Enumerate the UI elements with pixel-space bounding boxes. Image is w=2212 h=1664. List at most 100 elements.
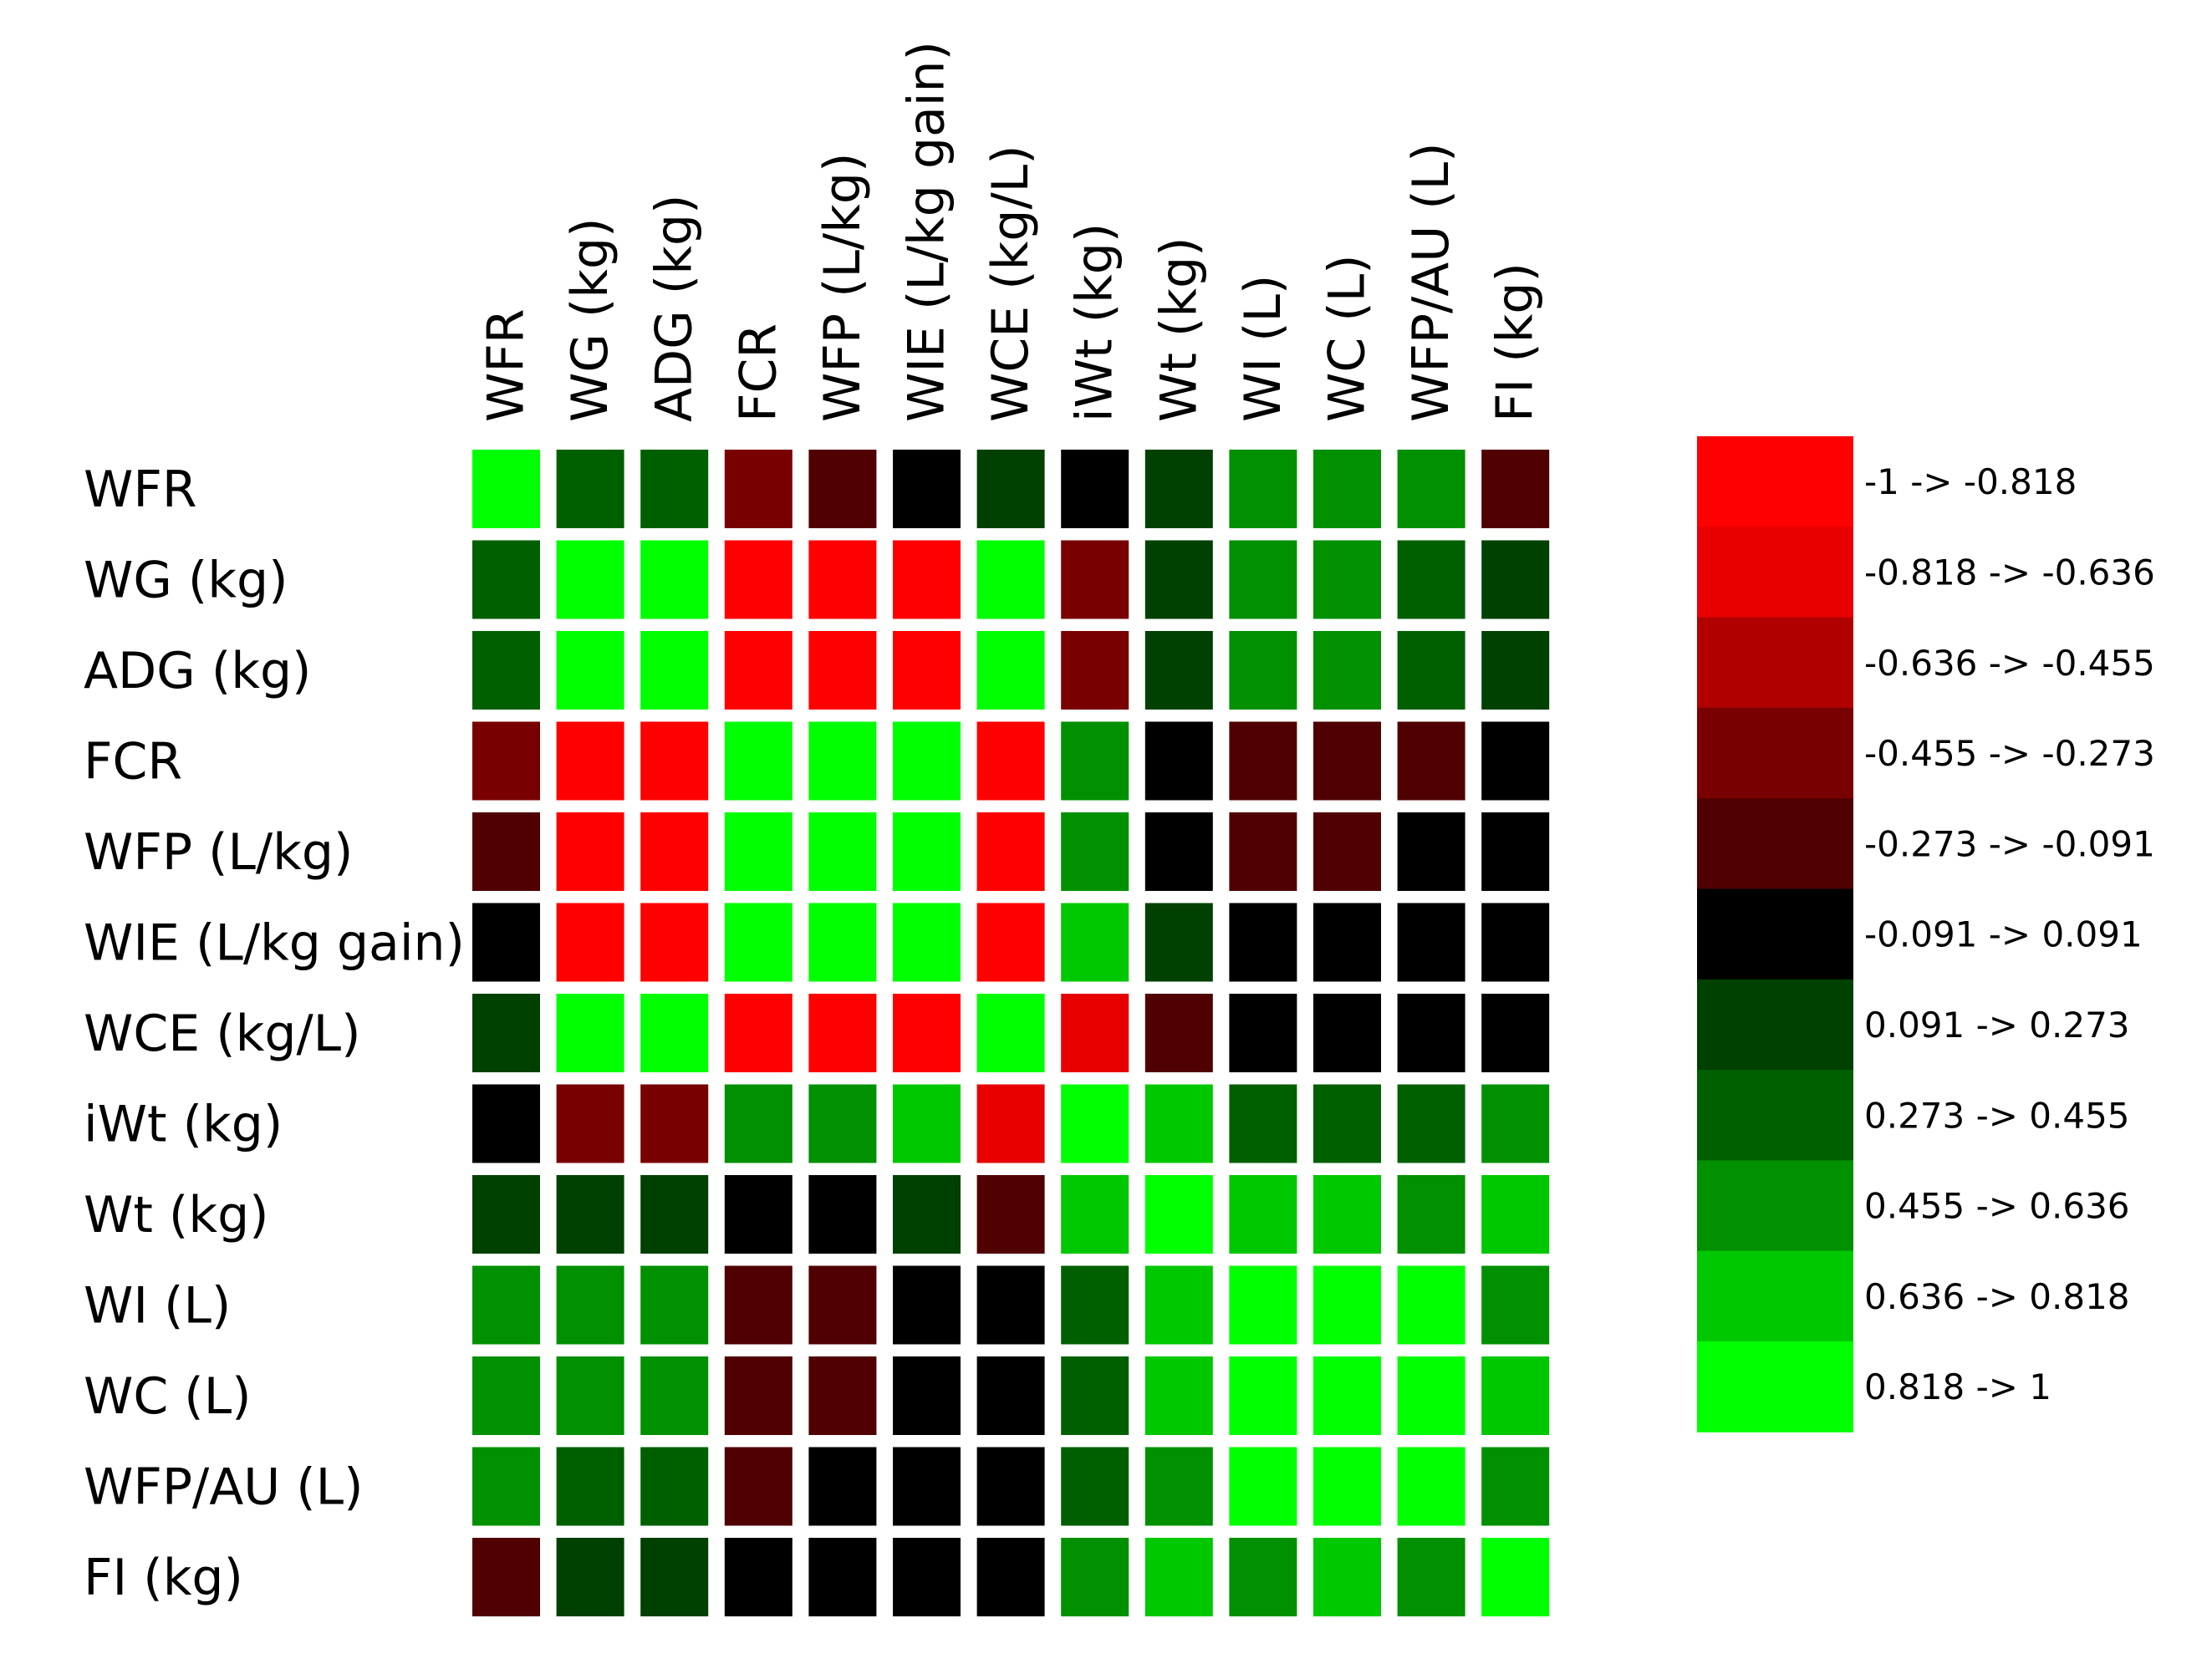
heatmap-cell [1144,903,1213,982]
column-label: WC (L) [1318,254,1377,422]
heatmap-cell [724,540,793,619]
heatmap-cell [1397,1265,1465,1345]
heatmap-cell [1397,903,1465,982]
heatmap-cell [976,450,1045,528]
legend-swatch [1697,617,1853,709]
heatmap-cell [1397,1356,1465,1435]
heatmap-cell [640,1084,709,1163]
heatmap-cell [893,903,961,982]
heatmap-cell [808,540,877,619]
heatmap-cell [556,450,624,528]
heatmap-cell [808,994,877,1072]
heatmap-cell [1229,1175,1297,1254]
heatmap-cell [1397,450,1465,528]
heatmap-cell [808,903,877,982]
heatmap-cell [808,721,877,801]
heatmap-cell [472,721,540,801]
heatmap-cell [556,1175,624,1254]
column-label: FCR [729,323,787,422]
heatmap-cell [976,1356,1045,1435]
heatmap-cell [1229,812,1297,891]
column-label: FI (kg) [1486,262,1545,422]
heatmap-cell [1061,1265,1129,1345]
heatmap-cell [640,1265,709,1345]
heatmap-cell [976,721,1045,801]
heatmap-cell [1229,1356,1297,1435]
heatmap-cell [808,1447,877,1526]
heatmap-cell [976,812,1045,891]
legend-label: -0.818 -> -0.636 [1864,552,2155,593]
heatmap-cell [640,450,709,528]
heatmap-cell [472,631,540,710]
column-label: Wt (kg) [1149,237,1208,422]
heatmap-cell [1481,721,1550,801]
heatmap-cell [640,1175,709,1254]
heatmap-cells [472,450,1550,1616]
heatmap-cell [1144,812,1213,891]
heatmap-cell [1397,721,1465,801]
row-label: WIE (L/kg gain) [84,914,465,973]
heatmap-cell [1229,631,1297,710]
heatmap-cell [556,1447,624,1526]
heatmap-cell [893,1084,961,1163]
heatmap-cell [724,903,793,982]
heatmap-cell [1397,1084,1465,1163]
row-label: iWt (kg) [84,1096,283,1154]
row-label: WCE (kg/L) [84,1005,361,1063]
heatmap-cell [1144,631,1213,710]
heatmap-cell [1481,1447,1550,1526]
heatmap-cell [1144,1175,1213,1254]
heatmap-cell [472,1447,540,1526]
row-label: ADG (kg) [84,642,311,700]
heatmap-cell [1397,540,1465,619]
color-legend: -1 -> -0.818 -0.818 -> -0.636 -0.636 -> -0… [1697,436,2155,1432]
heatmap-cell [1481,1265,1550,1345]
heatmap-cell [1229,903,1297,982]
heatmap-cell [556,1538,624,1616]
heatmap-cell [1144,721,1213,801]
heatmap-cell [976,994,1045,1072]
heatmap-cell [1313,721,1381,801]
heatmap-cell [724,631,793,710]
heatmap-cell [808,1356,877,1435]
legend-label: 0.273 -> 0.455 [1864,1095,2130,1136]
heatmap-cell [724,450,793,528]
heatmap-cell [893,1447,961,1526]
column-label: WFP (L/kg) [813,153,872,422]
legend-label: -0.091 -> 0.091 [1864,914,2143,955]
row-label: WFP/AU (L) [84,1458,364,1517]
heatmap-cell [1397,1447,1465,1526]
heatmap-cell [1061,903,1129,982]
heatmap-cell [1144,1265,1213,1345]
heatmap-cell [724,1084,793,1163]
heatmap-cell [1061,1538,1129,1616]
heatmap-cell [808,1084,877,1163]
heatmap-cell [893,1538,961,1616]
heatmap-cell [976,1538,1045,1616]
heatmap-cell [472,540,540,619]
heatmap-cell [808,1538,877,1616]
heatmap-cell [893,721,961,801]
heatmap-cell [808,1265,877,1345]
heatmap-cell [893,994,961,1072]
heatmap-cell [1061,1084,1129,1163]
heatmap-cell [893,540,961,619]
heatmap-cell [1481,540,1550,619]
heatmap-cell [640,540,709,619]
heatmap-cell [1313,1538,1381,1616]
legend-swatch [1697,707,1853,799]
heatmap-cell [640,1538,709,1616]
column-label: WFR [477,308,536,422]
heatmap-cell [472,812,540,891]
row-label: WI (L) [84,1277,231,1336]
heatmap-cell [808,812,877,891]
row-label: Wt (kg) [84,1186,269,1244]
heatmap-cell [893,1175,961,1254]
heatmap-cell [1061,1447,1129,1526]
heatmap-cell [976,1084,1045,1163]
legend-swatch [1697,979,1853,1071]
heatmap-cell [1481,450,1550,528]
legend-swatch [1697,1250,1853,1342]
heatmap-cell [1481,1175,1550,1254]
heatmap-cell [472,1265,540,1345]
